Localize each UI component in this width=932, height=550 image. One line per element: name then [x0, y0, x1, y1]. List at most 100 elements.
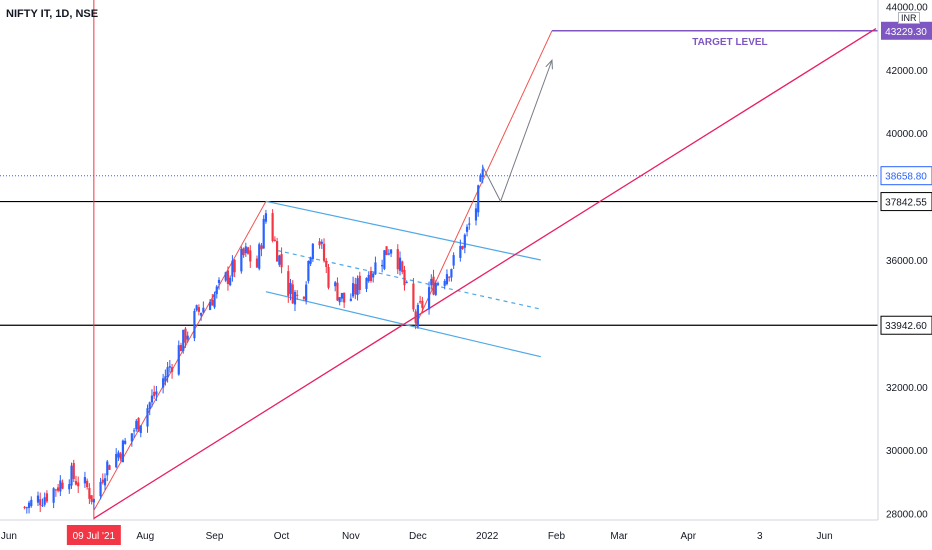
candle [374, 256, 377, 275]
candle [139, 425, 142, 438]
x-tick-label: Apr [681, 531, 697, 542]
candle-body [459, 245, 462, 258]
x-tick-label: 3 [757, 531, 763, 542]
candle [52, 487, 55, 509]
y-tick-label: 36000.00 [886, 256, 928, 267]
horizontal-levels-layer [0, 30, 878, 326]
y-tick-label: 28000.00 [886, 510, 928, 521]
candle-body [106, 461, 109, 476]
candle-body [101, 479, 104, 483]
candle-body [264, 213, 268, 222]
last-price-label: 38658.80 [885, 172, 927, 183]
candle-body [436, 283, 440, 285]
candle [148, 401, 151, 416]
candle [398, 251, 402, 276]
candle-body [208, 301, 212, 310]
candle-body [88, 487, 91, 499]
candle-body [155, 391, 158, 395]
candle-body [432, 276, 435, 295]
candle-body [322, 243, 326, 261]
candle [421, 296, 424, 314]
candle-body [153, 391, 156, 397]
candle [74, 475, 78, 486]
candle [271, 209, 274, 243]
candle-body [170, 367, 174, 372]
candle [358, 271, 361, 295]
candle [336, 277, 339, 301]
candle [258, 242, 261, 271]
candle [108, 464, 111, 471]
candle [264, 209, 268, 224]
candle-body [72, 463, 75, 479]
candle [240, 246, 243, 274]
candle [405, 280, 408, 284]
candle [77, 476, 80, 494]
candle-body [226, 270, 230, 284]
candle-body [43, 497, 46, 505]
currency-label: INR [898, 12, 920, 24]
candle-body [369, 271, 373, 281]
candle-body [327, 266, 330, 288]
candle-body [405, 281, 408, 283]
candle [452, 252, 455, 270]
candle [54, 488, 57, 497]
candle [434, 280, 437, 296]
candle-body [99, 481, 102, 497]
candle [101, 473, 104, 485]
candle [88, 483, 91, 504]
candle-body [481, 169, 484, 177]
candle [233, 259, 236, 278]
x-tick-label: Jun [1, 531, 17, 542]
candle [255, 255, 259, 269]
candle-body [52, 488, 55, 503]
candle-body [477, 185, 480, 213]
candle-body [150, 395, 154, 403]
candle-body [168, 366, 171, 368]
y-tick-label: 42000.00 [886, 66, 928, 77]
candle-body [311, 243, 314, 260]
candle-body [463, 234, 466, 248]
candle-body [90, 495, 93, 502]
candle-body [86, 480, 89, 488]
impulse-line-2 [415, 30, 553, 326]
rising-trendline [93, 27, 877, 519]
candle-body [213, 294, 216, 308]
candle-body [479, 175, 482, 182]
candle [215, 284, 218, 299]
candle-body [343, 292, 346, 303]
candle-body [474, 208, 478, 221]
candle-body [280, 254, 283, 268]
candle [146, 404, 149, 433]
support-level-badge [880, 315, 932, 335]
candle-body [262, 218, 265, 249]
candles-layer [23, 164, 484, 514]
candle [208, 299, 212, 311]
candle [349, 293, 352, 302]
chart-title: NIFTY IT, 1D, NSE [6, 8, 99, 20]
candle-body [124, 440, 127, 444]
candle-body [318, 241, 321, 246]
candle-body [356, 278, 359, 295]
candle-body [108, 465, 111, 470]
candle-body [229, 277, 232, 286]
candle-body [387, 253, 390, 255]
projection-path [482, 60, 553, 203]
candle-body [54, 489, 57, 491]
candle-body [39, 499, 42, 506]
candle-body [305, 284, 308, 301]
candle [36, 491, 40, 506]
candle [57, 484, 60, 493]
candle [468, 217, 471, 230]
candle-body [336, 282, 339, 301]
candle-body [57, 487, 60, 491]
candle [72, 459, 75, 483]
candle-body [414, 311, 417, 323]
candle-body [200, 312, 203, 316]
candle [387, 249, 390, 256]
candle-body [291, 284, 294, 304]
candle-body [354, 284, 357, 295]
candle [182, 329, 185, 354]
candle-body [309, 257, 312, 264]
